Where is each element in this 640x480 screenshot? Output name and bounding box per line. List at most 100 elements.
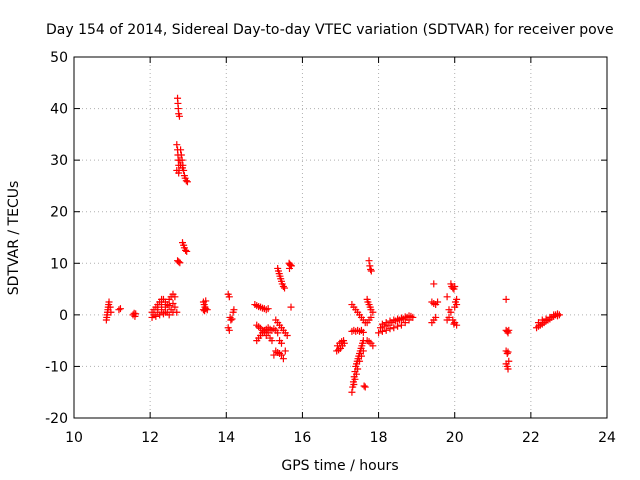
data-point xyxy=(152,312,160,320)
y-tick-label: -10 xyxy=(45,359,68,375)
data-point xyxy=(504,348,512,356)
data-point xyxy=(375,329,383,337)
data-point xyxy=(225,326,233,334)
data-point xyxy=(176,156,184,164)
data-point xyxy=(177,151,185,159)
y-tick-label: 50 xyxy=(50,50,68,66)
data-point xyxy=(505,326,513,334)
data-point xyxy=(360,382,368,390)
data-point xyxy=(361,383,369,391)
data-point xyxy=(182,246,190,254)
data-point xyxy=(397,321,405,329)
chart-title: Day 154 of 2014, Sidereal Day-to-day VTE… xyxy=(46,22,614,38)
data-point xyxy=(348,327,356,335)
y-tick-label: 0 xyxy=(59,308,68,324)
data-point xyxy=(382,319,390,327)
data-point xyxy=(169,300,177,308)
x-tick-label: 14 xyxy=(217,430,235,446)
data-point xyxy=(176,259,184,267)
axis-ticks: 10 12 14 16 18 20 22 24 -20 -10 0 10 20 30 40 50 xyxy=(45,50,616,446)
data-point xyxy=(354,365,362,373)
x-axis-label: GPS time / hours xyxy=(281,458,398,474)
data-point xyxy=(277,351,285,359)
data-point xyxy=(359,328,367,336)
data-point xyxy=(386,325,394,333)
data-point xyxy=(260,326,268,334)
data-point xyxy=(228,315,236,323)
data-point xyxy=(367,313,375,321)
data-point xyxy=(225,293,233,301)
data-point xyxy=(173,141,181,149)
x-tick-label: 22 xyxy=(522,430,540,446)
data-point xyxy=(132,310,140,318)
data-point xyxy=(148,313,156,321)
data-point xyxy=(451,282,459,290)
data-point xyxy=(534,319,542,327)
x-tick-label: 18 xyxy=(370,430,388,446)
y-tick-label: 30 xyxy=(50,153,68,169)
x-tick-label: 12 xyxy=(141,430,159,446)
data-point xyxy=(116,305,124,313)
data-point xyxy=(202,305,210,313)
y-tick-label: 40 xyxy=(50,102,68,118)
data-point xyxy=(502,295,510,303)
data-point xyxy=(430,280,438,288)
y-axis-label: SDTVAR / TECUs xyxy=(6,181,22,296)
data-point xyxy=(182,177,190,185)
data-point xyxy=(167,306,175,314)
data-point xyxy=(279,282,287,290)
data-point xyxy=(171,293,179,301)
data-point xyxy=(394,315,402,323)
data-point xyxy=(159,310,167,318)
data-point xyxy=(171,303,179,311)
data-point xyxy=(105,298,113,306)
data-point xyxy=(340,337,348,345)
data-point xyxy=(397,314,405,322)
data-point xyxy=(505,357,513,365)
data-point xyxy=(432,313,440,321)
data-point xyxy=(177,146,185,154)
data-point xyxy=(163,308,171,316)
data-point xyxy=(277,339,285,347)
data-point xyxy=(175,169,183,177)
data-point xyxy=(378,320,386,328)
x-tick-label: 16 xyxy=(294,430,312,446)
data-point xyxy=(270,351,278,359)
data-point xyxy=(202,297,210,305)
data-point xyxy=(283,331,291,339)
data-point xyxy=(366,262,374,270)
data-point xyxy=(264,305,272,313)
data-point xyxy=(175,112,183,120)
data-point xyxy=(227,316,235,324)
data-point xyxy=(351,375,359,383)
plot-frame xyxy=(73,56,608,419)
data-point xyxy=(447,308,455,316)
data-point xyxy=(268,337,276,345)
data-point xyxy=(390,316,398,324)
y-tick-label: 10 xyxy=(50,256,68,272)
data-point xyxy=(542,315,550,323)
data-point xyxy=(443,293,451,301)
data-point xyxy=(445,313,453,321)
data-point xyxy=(401,313,409,321)
data-point xyxy=(106,303,114,311)
data-point xyxy=(503,350,511,358)
data-point xyxy=(281,347,289,355)
data-point xyxy=(356,357,364,365)
data-point xyxy=(504,365,512,373)
data-point xyxy=(538,316,546,324)
data-point xyxy=(161,303,169,311)
data-point xyxy=(173,308,181,316)
data-point xyxy=(285,264,293,272)
data-point xyxy=(154,303,162,311)
data-point xyxy=(158,301,166,309)
data-point xyxy=(378,327,386,335)
x-tick-label: 20 xyxy=(446,430,464,446)
data-point xyxy=(230,306,238,314)
data-point xyxy=(287,303,295,311)
data-point xyxy=(348,388,356,396)
data-point xyxy=(350,380,358,388)
data-point xyxy=(386,317,394,325)
x-tick-label: 24 xyxy=(598,430,616,446)
